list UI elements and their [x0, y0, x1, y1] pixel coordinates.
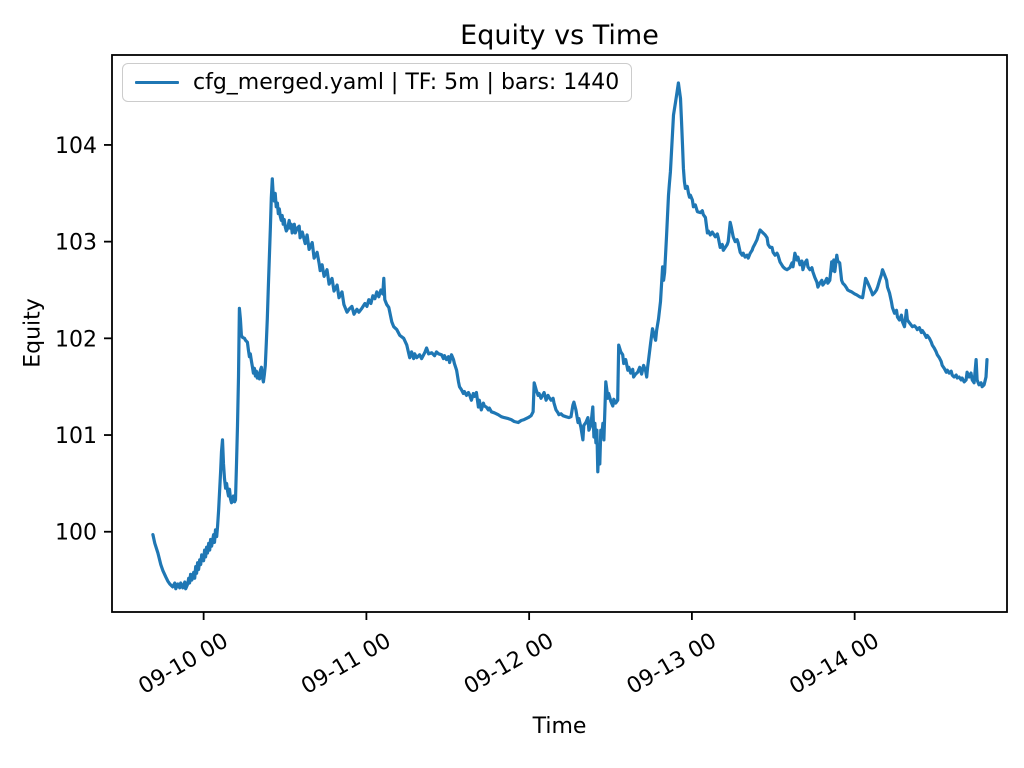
legend-box: cfg_merged.yaml | TF: 5m | bars: 1440	[122, 63, 633, 102]
y-tick-label: 102	[55, 327, 97, 352]
y-axis-label: Equity	[20, 298, 46, 368]
equity-series-line	[151, 81, 989, 591]
x-tick-label: 09-14 00	[785, 629, 883, 700]
y-tick-label: 101	[55, 424, 97, 449]
legend-line-sample-icon	[135, 80, 179, 85]
x-tick-label: 09-11 00	[297, 629, 395, 700]
x-tick-label: 09-13 00	[623, 629, 721, 700]
y-tick-label: 103	[55, 231, 97, 256]
legend-series-label: cfg_merged.yaml | TF: 5m | bars: 1440	[193, 70, 620, 95]
x-tick-label: 09-12 00	[460, 629, 558, 700]
axes-spines	[111, 54, 1008, 613]
x-tick-label: 09-10 00	[134, 629, 232, 700]
y-tick-label: 104	[55, 134, 97, 159]
y-tick-label: 100	[55, 521, 97, 546]
chart-title: Equity vs Time	[460, 20, 659, 51]
x-axis-label: Time	[532, 714, 587, 739]
